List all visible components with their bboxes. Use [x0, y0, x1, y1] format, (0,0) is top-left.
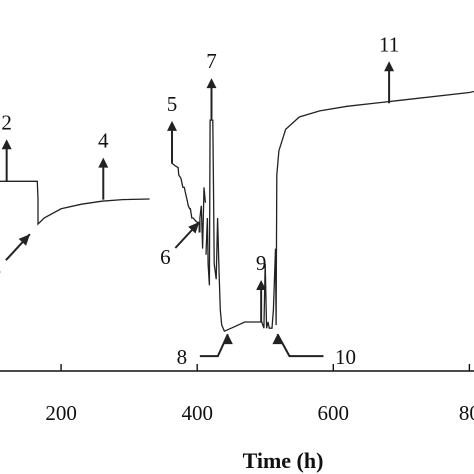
- annotation-6-arrow-head: [188, 222, 200, 234]
- annotation-2-arrow-head: [1, 139, 12, 150]
- annotation-9-arrow-head: [256, 280, 267, 291]
- annotation-10-arrow-line: [276, 333, 324, 358]
- annotation-11-label: 11: [379, 32, 399, 56]
- annotation-6-label: 6: [160, 245, 171, 269]
- series-segment-2: [170, 162, 207, 249]
- annotation-8-arrow-line: [199, 333, 229, 358]
- annotation-8-label: 8: [177, 345, 188, 369]
- x-tick-label-200: 200: [45, 401, 77, 425]
- annotation-2-label: 2: [1, 110, 12, 134]
- x-tick-label-600: 600: [318, 401, 350, 425]
- annotation-11-arrow-head: [384, 61, 395, 72]
- series-segment-3: [205, 90, 474, 333]
- x-tick-label-400: 400: [181, 401, 213, 425]
- series-segment-1: [0, 180, 150, 226]
- annotation-4-label: 4: [98, 129, 109, 153]
- annotation-5-arrow-head: [167, 120, 178, 131]
- x-axis-title: Time (h): [243, 448, 324, 473]
- annotations: 2 3 4 5 6 7 8 9 10 11: [0, 32, 399, 369]
- annotation-4-arrow-head: [98, 157, 109, 168]
- annotation-10-arrow-head: [272, 334, 283, 345]
- x-ticks: 200 400 600 80: [45, 364, 474, 425]
- x-tick-label-800: 80: [459, 401, 474, 425]
- annotation-3-label: 3: [0, 257, 1, 281]
- series-group: [0, 90, 474, 333]
- annotation-8-arrow-head: [222, 334, 233, 345]
- annotation-10-label: 10: [335, 345, 356, 369]
- annotation-7-arrow-head: [206, 78, 217, 89]
- annotation-7-label: 7: [206, 49, 217, 73]
- annotation-3-arrow-head: [18, 234, 30, 246]
- annotation-5-label: 5: [167, 92, 178, 116]
- annotation-9-label: 9: [256, 251, 267, 275]
